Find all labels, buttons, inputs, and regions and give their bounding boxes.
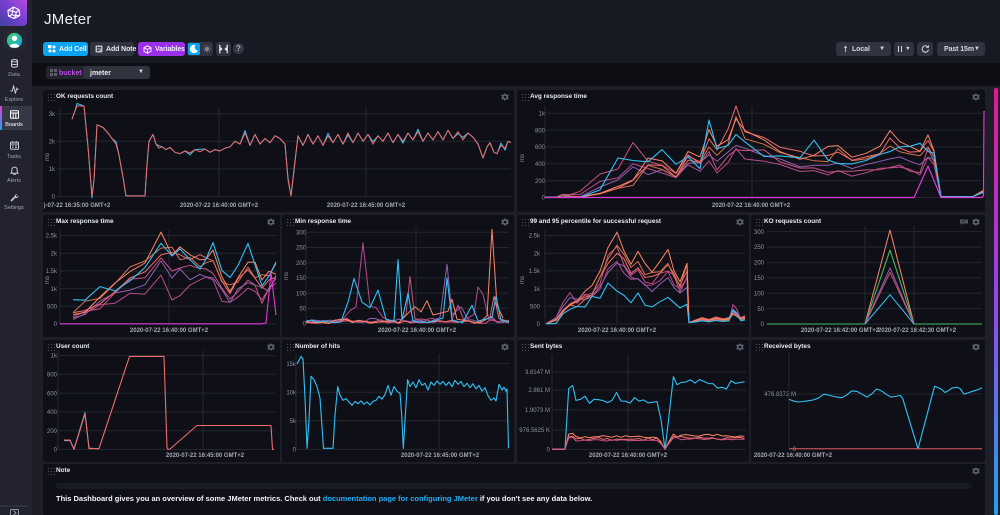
svg-text:ms: ms (45, 276, 51, 284)
svg-text:15k: 15k (286, 362, 297, 368)
svg-text:400: 400 (535, 162, 546, 168)
svg-text:400: 400 (47, 410, 58, 416)
svg-text:ms: ms (45, 153, 51, 161)
svg-text:1k: 1k (51, 354, 58, 360)
svg-text:2k: 2k (534, 251, 541, 257)
svg-text:50: 50 (757, 307, 764, 313)
svg-text:2020-07-22 16:42:30 GMT+2: 2020-07-22 16:42:30 GMT+2 (878, 328, 957, 334)
svg-text:1.9073 M: 1.9073 M (525, 408, 550, 414)
svg-text:2020-07-22 16:45:00 GMT+2: 2020-07-22 16:45:00 GMT+2 (166, 453, 245, 459)
svg-text:0: 0 (54, 322, 58, 328)
svg-text:500: 500 (530, 305, 541, 311)
svg-text:2.5k: 2.5k (46, 234, 58, 240)
svg-text:ms: ms (284, 272, 290, 280)
svg-text:0: 0 (54, 448, 58, 454)
svg-text:2k: 2k (51, 251, 58, 257)
svg-text:50: 50 (299, 307, 306, 313)
svg-text:150: 150 (296, 276, 307, 282)
svg-text:0: 0 (761, 322, 765, 328)
svg-text:3.8147 M: 3.8147 M (525, 370, 550, 376)
svg-text:10k: 10k (286, 390, 297, 396)
svg-text:1.5k: 1.5k (529, 269, 541, 275)
svg-text:0: 0 (542, 196, 546, 202)
svg-text:0: 0 (537, 322, 541, 328)
svg-text:ms: ms (520, 154, 526, 162)
svg-text:2020-07-22 16:40:00 GMT+2: 2020-07-22 16:40:00 GMT+2 (180, 203, 259, 209)
svg-text:2020-07-22 16:45:00 GMT+2: 2020-07-22 16:45:00 GMT+2 (327, 203, 406, 209)
svg-text:100: 100 (754, 291, 765, 297)
svg-text:2020-07-22 16:40:00 GMT+2: 2020-07-22 16:40:00 GMT+2 (589, 453, 668, 459)
svg-text:1k: 1k (49, 167, 56, 173)
svg-text:2.861 M: 2.861 M (528, 388, 550, 394)
svg-text:2.5k: 2.5k (529, 234, 541, 240)
svg-text:ms: ms (520, 276, 526, 284)
svg-text:200: 200 (296, 261, 307, 267)
svg-text:1.5k: 1.5k (46, 269, 58, 275)
svg-text:2020-07-22 16:40:00 GMT+2: 2020-07-22 16:40:00 GMT+2 (378, 328, 457, 334)
svg-text:200: 200 (47, 429, 58, 435)
svg-text:1k: 1k (51, 287, 58, 293)
svg-text:500: 500 (47, 305, 58, 311)
svg-text:1k: 1k (534, 287, 541, 293)
svg-text:0: 0 (547, 448, 551, 454)
svg-text:800: 800 (535, 128, 546, 134)
svg-text:200: 200 (754, 261, 765, 267)
svg-text:2020-07-22 16:40:00 GMT+2: 2020-07-22 16:40:00 GMT+2 (578, 328, 657, 334)
svg-text:600: 600 (535, 145, 546, 151)
svg-text:2020-07-22 16:40:00 GMT+2: 2020-07-22 16:40:00 GMT+2 (754, 453, 833, 459)
svg-text:300: 300 (296, 231, 307, 237)
svg-text:0: 0 (793, 447, 797, 453)
svg-text:2k: 2k (49, 140, 56, 146)
svg-text:2020-07-22 16:42:00 GMT+2: 2020-07-22 16:42:00 GMT+2 (801, 328, 880, 334)
svg-text:0: 0 (303, 322, 307, 328)
svg-text:976.5625 K: 976.5625 K (519, 428, 550, 434)
svg-text:0: 0 (52, 195, 56, 201)
svg-text:200: 200 (535, 179, 546, 185)
svg-text:250: 250 (296, 246, 307, 252)
svg-text:2020-07-22 16:45:00 GMT+2: 2020-07-22 16:45:00 GMT+2 (401, 453, 480, 459)
svg-text:3k: 3k (49, 112, 56, 118)
svg-text:100: 100 (296, 291, 307, 297)
svg-text:150: 150 (754, 276, 765, 282)
svg-text:2020-07-22 16:40:00 GMT+2: 2020-07-22 16:40:00 GMT+2 (712, 203, 791, 209)
svg-text:800: 800 (47, 373, 58, 379)
svg-text:0: 0 (293, 448, 297, 454)
svg-text:250: 250 (754, 245, 765, 251)
svg-text:600: 600 (47, 391, 58, 397)
svg-text:2020-07-22 16:40:00 GMT+2: 2020-07-22 16:40:00 GMT+2 (130, 328, 209, 334)
svg-text:300: 300 (754, 230, 765, 236)
svg-text:1k: 1k (539, 112, 546, 118)
svg-text:5k: 5k (290, 419, 297, 425)
svg-text:)-07-22 16:35:00 GMT+2: )-07-22 16:35:00 GMT+2 (44, 203, 112, 209)
svg-text:476.8372 M: 476.8372 M (764, 392, 796, 398)
